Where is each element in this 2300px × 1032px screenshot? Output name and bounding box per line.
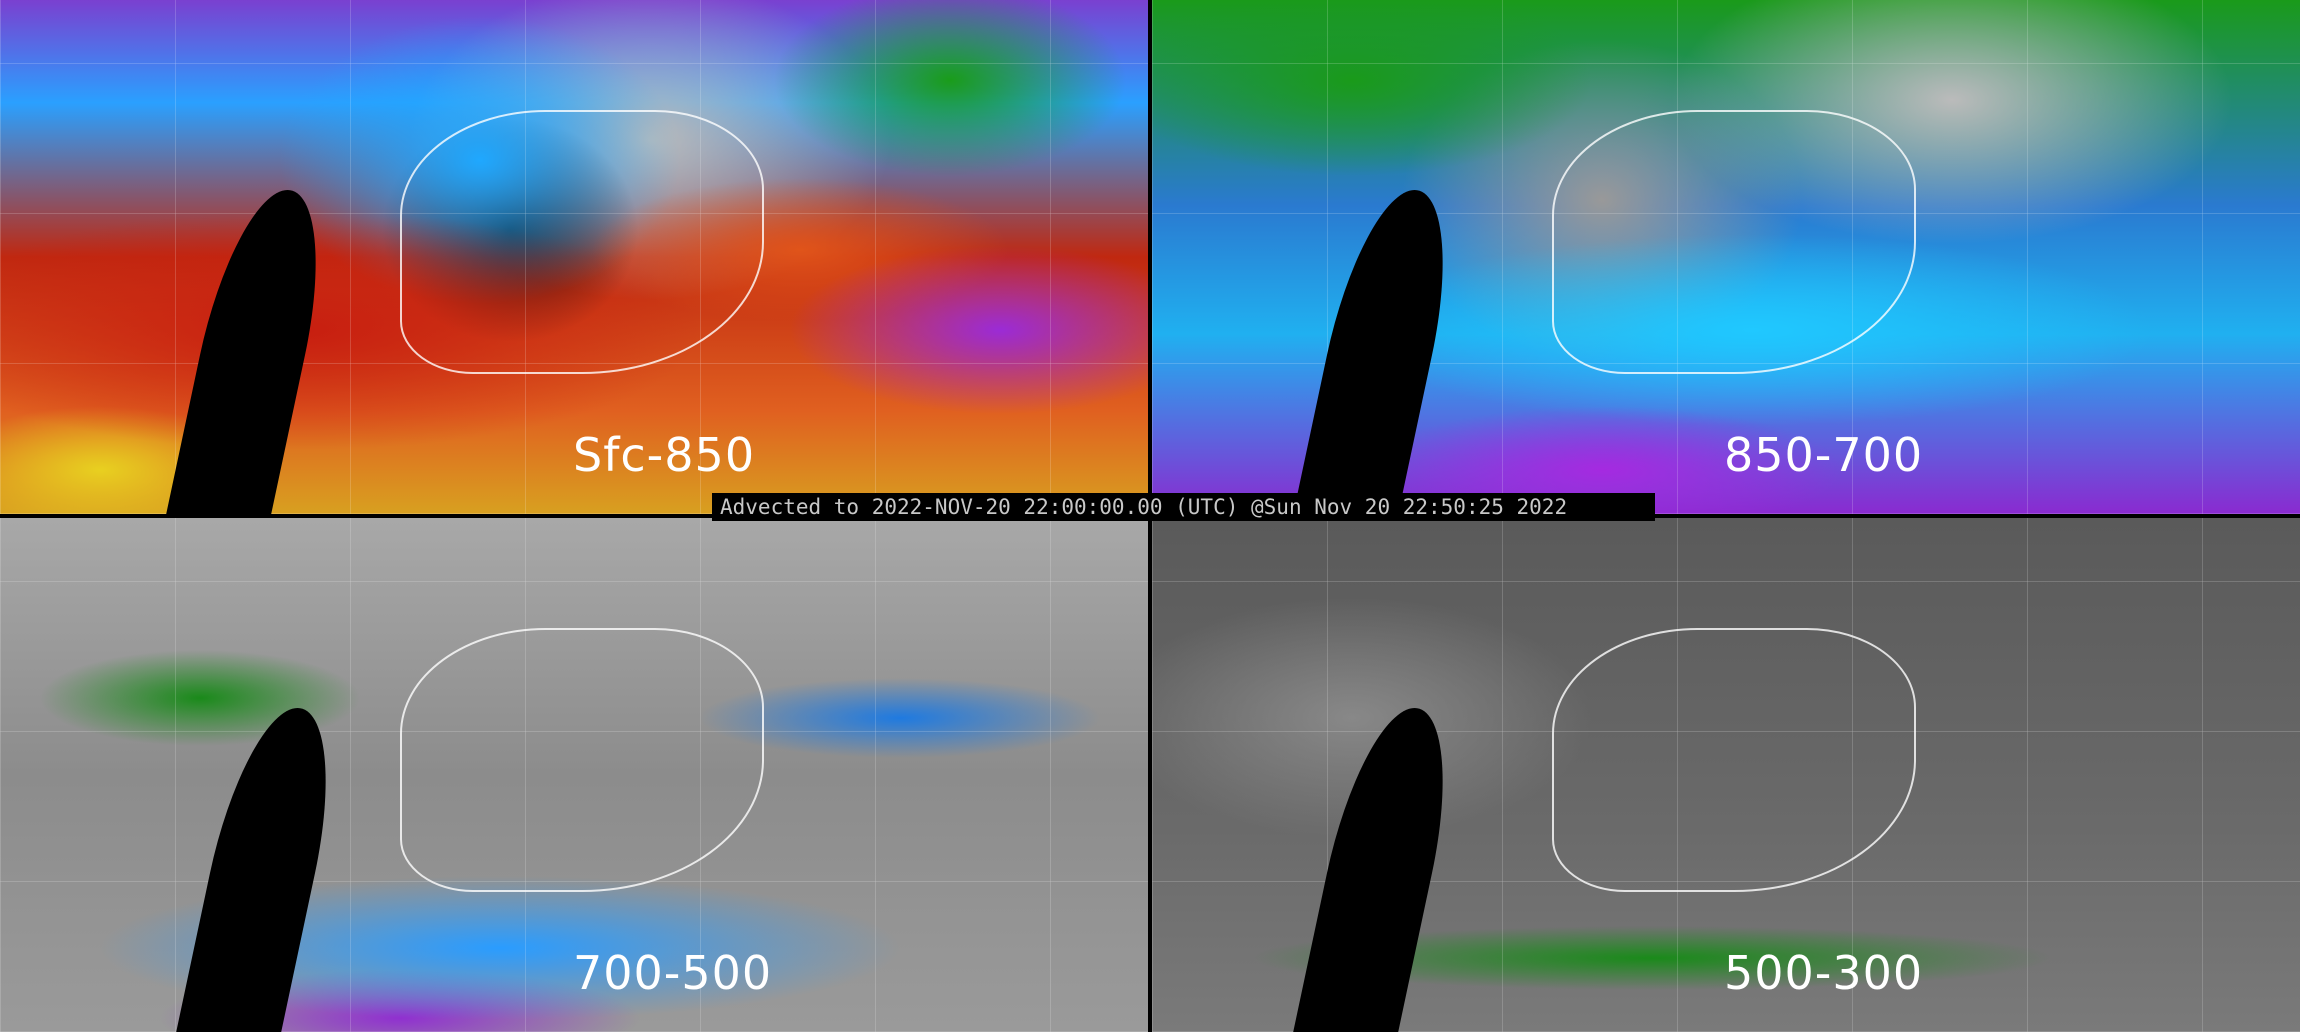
panel-500-300: 500-300 [1152,518,2300,1032]
panel-label: 850-700 [1724,428,1924,482]
panel-label: 500-300 [1724,946,1924,1000]
panel-850-700: 850-700 [1152,0,2300,514]
coastline-overlay [1552,110,1916,374]
panel-700-500: 700-500 [0,518,1148,1032]
panel-sfc-850: Sfc-850 [0,0,1148,514]
coastline-overlay [1552,628,1916,892]
coastline-overlay [400,110,764,374]
panel-label: 700-500 [573,946,773,1000]
timestamp-caption: Advected to 2022-NOV-20 22:00:00.00 (UTC… [712,493,1655,521]
panel-label: Sfc-850 [573,428,756,482]
coastline-overlay [400,628,764,892]
